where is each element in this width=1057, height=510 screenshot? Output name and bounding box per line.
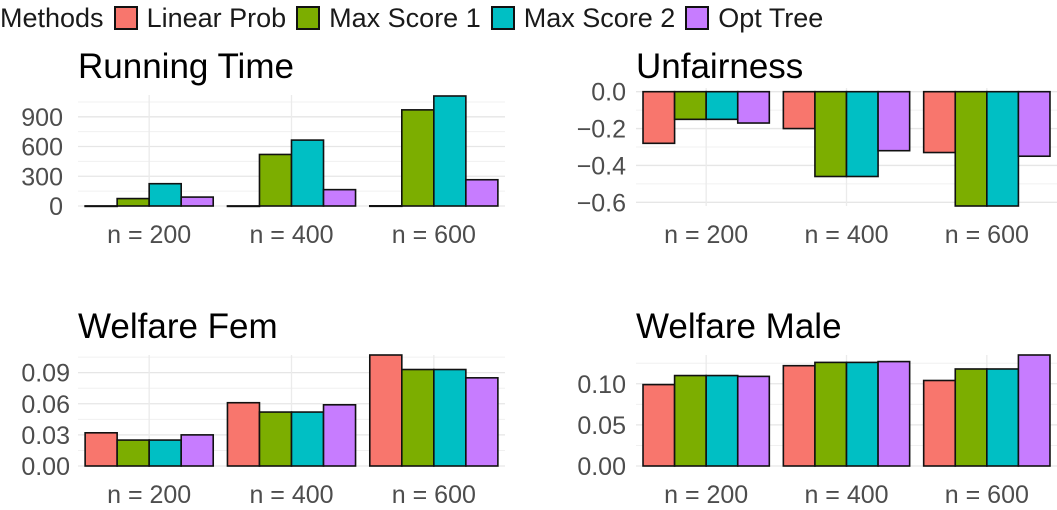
bar-max-score-2-n-200 (148, 439, 182, 467)
bar-opt-tree-n-600 (1017, 354, 1051, 467)
bar-max-score-2-n-400 (290, 139, 325, 207)
y-tick-label: 900 (21, 104, 63, 132)
bar-linear-prob-n-400 (782, 90, 816, 130)
bar-linear-prob-n-600 (368, 354, 403, 467)
legend-label-max-score-1: Max Score 1 (329, 2, 481, 33)
bar-linear-prob-n-400 (782, 364, 816, 467)
bar-max-score-1-n-200 (116, 439, 150, 467)
bar-linear-prob-n-600 (922, 379, 957, 467)
bar-max-score-2-n-600 (986, 90, 1020, 207)
bar-max-score-1-n-400 (258, 411, 293, 467)
bar-opt-tree-n-200 (180, 196, 215, 207)
bar-linear-prob-n-200 (642, 90, 676, 145)
legend-item-opt-tree: Opt Tree (685, 3, 823, 34)
bar-opt-tree-n-400 (322, 403, 357, 467)
bar-opt-tree-n-600 (465, 178, 499, 207)
legend-item-max-score-2: Max Score 2 (490, 2, 676, 34)
y-tick-label: −0.2 (577, 116, 626, 144)
bar-linear-prob-n-400 (226, 205, 261, 208)
x-tick-label: n = 200 (107, 221, 191, 249)
x-tick-label: n = 200 (107, 481, 191, 509)
bar-max-score-2-n-400 (845, 90, 879, 178)
bar-max-score-2-n-600 (433, 368, 467, 467)
legend-label-linear-prob: Linear Prob (146, 2, 287, 33)
bar-opt-tree-n-600 (465, 377, 499, 467)
bar-max-score-1-n-600 (954, 90, 988, 207)
panel-unfairness: Unfairness 0.0 −0.2 −0.4 −0.6 n = 200 n = 400 n… (577, 47, 1057, 249)
legend-label-opt-tree: Opt Tree (718, 2, 824, 33)
legend-title: Methods (0, 2, 104, 33)
bar-max-score-1-n-400 (814, 90, 848, 178)
bar-max-score-2-n-200 (705, 90, 739, 121)
bar-linear-prob-n-600 (922, 90, 957, 154)
x-tick-label: n = 400 (804, 481, 888, 509)
bar-opt-tree-n-200 (736, 90, 771, 124)
bar-opt-tree-n-200 (180, 434, 215, 467)
bar-max-score-1-n-600 (401, 109, 435, 207)
bar-linear-prob-n-600 (368, 205, 403, 208)
bar-linear-prob-n-200 (84, 432, 118, 467)
y-tick-label: 0 (49, 193, 63, 221)
y-tick-label: 0.10 (577, 371, 626, 399)
bar-linear-prob-n-400 (226, 401, 261, 467)
bar-opt-tree-n-400 (322, 188, 357, 207)
x-tick-label: n = 600 (392, 481, 476, 509)
panel-title-unfairness: Unfairness (636, 47, 803, 86)
legend-item-linear-prob: Linear Prob (113, 2, 287, 34)
bar-linear-prob-n-200 (642, 383, 676, 467)
bar-opt-tree-n-400 (877, 90, 911, 152)
panel-title-running-time: Running Time (78, 47, 294, 86)
x-tick-label: n = 600 (392, 221, 476, 249)
x-tick-label: n = 600 (945, 481, 1029, 509)
bar-max-score-2-n-400 (845, 361, 879, 467)
bar-max-score-1-n-400 (258, 153, 293, 207)
y-tick-label: −0.4 (577, 152, 626, 180)
y-tick-label: 300 (21, 163, 63, 191)
y-tick-label: 0.00 (21, 453, 70, 481)
bar-max-score-1-n-600 (954, 368, 988, 467)
bar-max-score-1-n-200 (673, 374, 707, 467)
x-tick-label: n = 400 (249, 481, 333, 509)
bar-opt-tree-n-200 (736, 375, 771, 467)
legend-swatch-max-score-2 (490, 6, 515, 30)
legend-swatch-opt-tree (685, 6, 710, 30)
y-tick-label: −0.6 (577, 189, 626, 217)
y-tick-label: 0.05 (577, 412, 626, 440)
bar-max-score-1-n-400 (814, 361, 848, 467)
bar-max-score-2-n-600 (986, 368, 1020, 467)
bar-max-score-2-n-600 (433, 95, 467, 207)
panel-title-welfare-fem: Welfare Fem (78, 307, 278, 346)
y-tick-label: 0.0 (591, 79, 626, 107)
legend-item-max-score-1: Max Score 1 (296, 3, 481, 34)
legend-swatch-linear-prob (113, 6, 138, 30)
bar-max-score-2-n-200 (148, 182, 182, 207)
bar-opt-tree-n-400 (877, 360, 911, 467)
y-tick-label: 0.00 (577, 453, 626, 481)
legend-label-max-score-2: Max Score 2 (523, 2, 676, 33)
bar-max-score-2-n-200 (705, 374, 739, 467)
panel-welfare-male: Welfare Male 0.00 0.05 0.10 n = 200 n = 400 n … (577, 307, 1057, 509)
panel-title-welfare-male: Welfare Male (636, 307, 842, 346)
y-tick-label: 600 (21, 134, 63, 162)
legend-swatch-max-score-1 (296, 6, 321, 30)
bar-linear-prob-n-200 (84, 205, 118, 208)
bar-max-score-1-n-600 (401, 368, 435, 467)
panel-welfare-fem: Welfare Fem 0.00 0.03 0.06 0.09 n = 200 n = 40… (21, 307, 505, 509)
y-tick-label: 0.03 (21, 422, 70, 450)
legend: Methods Linear Prob Max Score 1 Max Scor… (0, 0, 833, 36)
x-tick-label: n = 200 (664, 481, 748, 509)
bar-max-score-2-n-400 (290, 411, 325, 467)
y-tick-label: 0.06 (21, 391, 70, 419)
x-tick-label: n = 400 (804, 221, 888, 249)
x-tick-label: n = 600 (945, 221, 1029, 249)
y-tick-label: 0.09 (21, 360, 70, 388)
bar-opt-tree-n-600 (1017, 90, 1051, 158)
bar-max-score-1-n-200 (673, 90, 707, 121)
bar-max-score-1-n-200 (116, 197, 150, 207)
x-tick-label: n = 200 (664, 221, 748, 249)
x-tick-label: n = 400 (249, 221, 333, 249)
